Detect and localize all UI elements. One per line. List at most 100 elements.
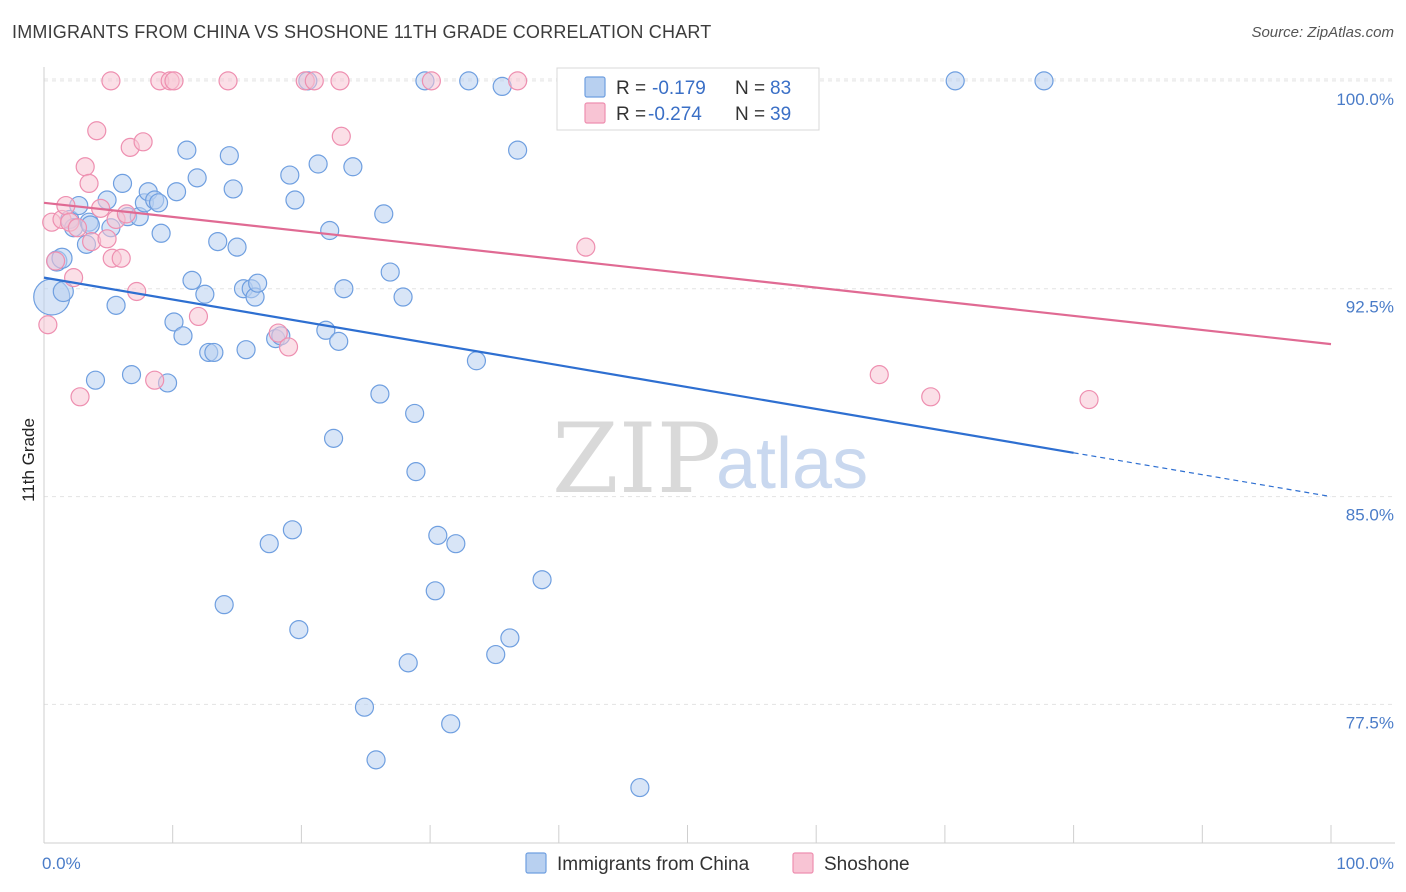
point-shoshone-18 bbox=[111, 248, 131, 268]
point-china-28 bbox=[182, 270, 202, 290]
trend-line-shoshone bbox=[43, 201, 1332, 346]
point-china-48 bbox=[285, 190, 305, 210]
point-china-60 bbox=[370, 384, 390, 404]
point-shoshone-8 bbox=[70, 387, 90, 407]
point-china-26 bbox=[173, 326, 193, 346]
stats-legend: R = -0.179 N = 83 R = -0.274 N = 39 bbox=[556, 67, 820, 131]
point-shoshone-33 bbox=[330, 71, 350, 91]
watermark-zip: ZIP bbox=[552, 403, 721, 515]
point-china-65 bbox=[405, 403, 425, 424]
axes bbox=[43, 67, 1395, 844]
point-china-47 bbox=[282, 520, 302, 540]
point-shoshone-23 bbox=[145, 370, 165, 390]
y-tick-label-2: 92.5% bbox=[1346, 298, 1394, 317]
trend-line-china bbox=[43, 276, 1074, 454]
point-china-53 bbox=[320, 220, 340, 241]
y-axis-label: 11th Grade bbox=[19, 418, 38, 502]
point-china-73 bbox=[466, 351, 487, 371]
point-shoshone-32 bbox=[304, 71, 324, 91]
point-china-24 bbox=[164, 312, 184, 332]
point-china-49 bbox=[289, 619, 309, 640]
point-china-69 bbox=[428, 525, 448, 545]
point-shoshone-35 bbox=[421, 71, 441, 91]
point-china-55 bbox=[329, 331, 349, 351]
point-shoshone-7 bbox=[67, 218, 88, 238]
point-china-16 bbox=[121, 365, 142, 385]
legend-swatch-shoshone bbox=[792, 852, 814, 874]
point-china-32 bbox=[204, 342, 224, 363]
point-china-33 bbox=[208, 232, 228, 252]
point-shoshone-9 bbox=[75, 157, 95, 177]
point-shoshone-19 bbox=[116, 204, 136, 224]
stats-r-value-china: -0.179 bbox=[652, 78, 706, 99]
point-china-70 bbox=[441, 714, 461, 734]
point-shoshone-2 bbox=[45, 251, 66, 271]
point-china-46 bbox=[280, 165, 300, 185]
point-shoshone-34 bbox=[331, 126, 351, 146]
point-china-22 bbox=[151, 223, 171, 243]
stats-swatch-china bbox=[584, 76, 606, 98]
point-shoshone-36 bbox=[508, 71, 528, 91]
point-china-37 bbox=[227, 237, 247, 257]
point-shoshone-27 bbox=[188, 306, 209, 327]
y-tick-labels: 77.5% 85.0% 92.5% 100.0% bbox=[1336, 90, 1394, 733]
chart-source: Source: ZipAtlas.com bbox=[1251, 24, 1394, 41]
point-china-68 bbox=[425, 581, 445, 601]
point-china-64 bbox=[398, 653, 418, 673]
x-tick-labels: 0.0% 100.0% bbox=[42, 854, 1394, 873]
bottom-legend: Immigrants from China Shoshone bbox=[525, 852, 910, 875]
y-tick-label-1: 85.0% bbox=[1346, 506, 1394, 525]
point-china-35 bbox=[219, 146, 239, 166]
point-china-30 bbox=[195, 284, 215, 304]
data-points bbox=[33, 71, 1099, 798]
stats-r-value-shoshone: -0.274 bbox=[648, 104, 702, 125]
trend-lines bbox=[43, 201, 1332, 498]
point-china-10 bbox=[85, 370, 106, 390]
chart-title: IMMIGRANTS FROM CHINA VS SHOSHONE 11TH G… bbox=[12, 22, 712, 42]
stats-r-label-shoshone: R = bbox=[616, 104, 646, 125]
point-china-72 bbox=[459, 71, 479, 91]
point-china-82 bbox=[1034, 71, 1054, 91]
legend-label-china: Immigrants from China bbox=[557, 854, 750, 875]
point-shoshone-30 bbox=[278, 337, 299, 357]
point-china-76 bbox=[500, 628, 520, 648]
point-shoshone-10 bbox=[79, 173, 99, 193]
point-china-39 bbox=[236, 340, 256, 360]
point-china-57 bbox=[343, 157, 363, 177]
point-china-54 bbox=[323, 428, 344, 448]
point-china-61 bbox=[374, 204, 394, 224]
point-shoshone-39 bbox=[921, 387, 941, 407]
point-china-51 bbox=[308, 154, 328, 174]
point-china-80 bbox=[630, 777, 650, 798]
point-shoshone-12 bbox=[87, 121, 107, 141]
point-china-25 bbox=[166, 182, 187, 202]
point-china-71 bbox=[446, 534, 466, 554]
point-shoshone-14 bbox=[97, 229, 117, 249]
point-shoshone-29 bbox=[268, 323, 288, 343]
point-china-27 bbox=[177, 140, 197, 160]
x-tick-label-1: 100.0% bbox=[1336, 854, 1394, 873]
y-tick-label-0: 77.5% bbox=[1346, 713, 1394, 732]
point-shoshone-15 bbox=[101, 71, 121, 91]
point-shoshone-40 bbox=[1079, 389, 1099, 410]
trend-line-china-extension bbox=[1073, 452, 1332, 498]
point-shoshone-37 bbox=[576, 237, 596, 257]
point-china-56 bbox=[334, 279, 354, 299]
point-shoshone-28 bbox=[218, 71, 238, 91]
point-china-62 bbox=[380, 262, 400, 282]
point-china-42 bbox=[248, 273, 268, 293]
point-china-74 bbox=[486, 644, 506, 665]
stats-swatch-shoshone bbox=[584, 102, 606, 124]
point-shoshone-26 bbox=[164, 71, 184, 91]
point-china-13 bbox=[106, 295, 126, 315]
legend-swatch-china bbox=[525, 852, 547, 874]
point-china-34 bbox=[214, 595, 234, 615]
point-china-63 bbox=[393, 287, 413, 307]
point-china-77 bbox=[508, 140, 528, 160]
point-china-36 bbox=[223, 179, 243, 199]
stats-n-label-china: N = bbox=[735, 78, 765, 99]
stats-r-label-china: R = bbox=[616, 78, 646, 99]
point-china-59 bbox=[366, 750, 386, 770]
point-shoshone-38 bbox=[869, 365, 889, 385]
